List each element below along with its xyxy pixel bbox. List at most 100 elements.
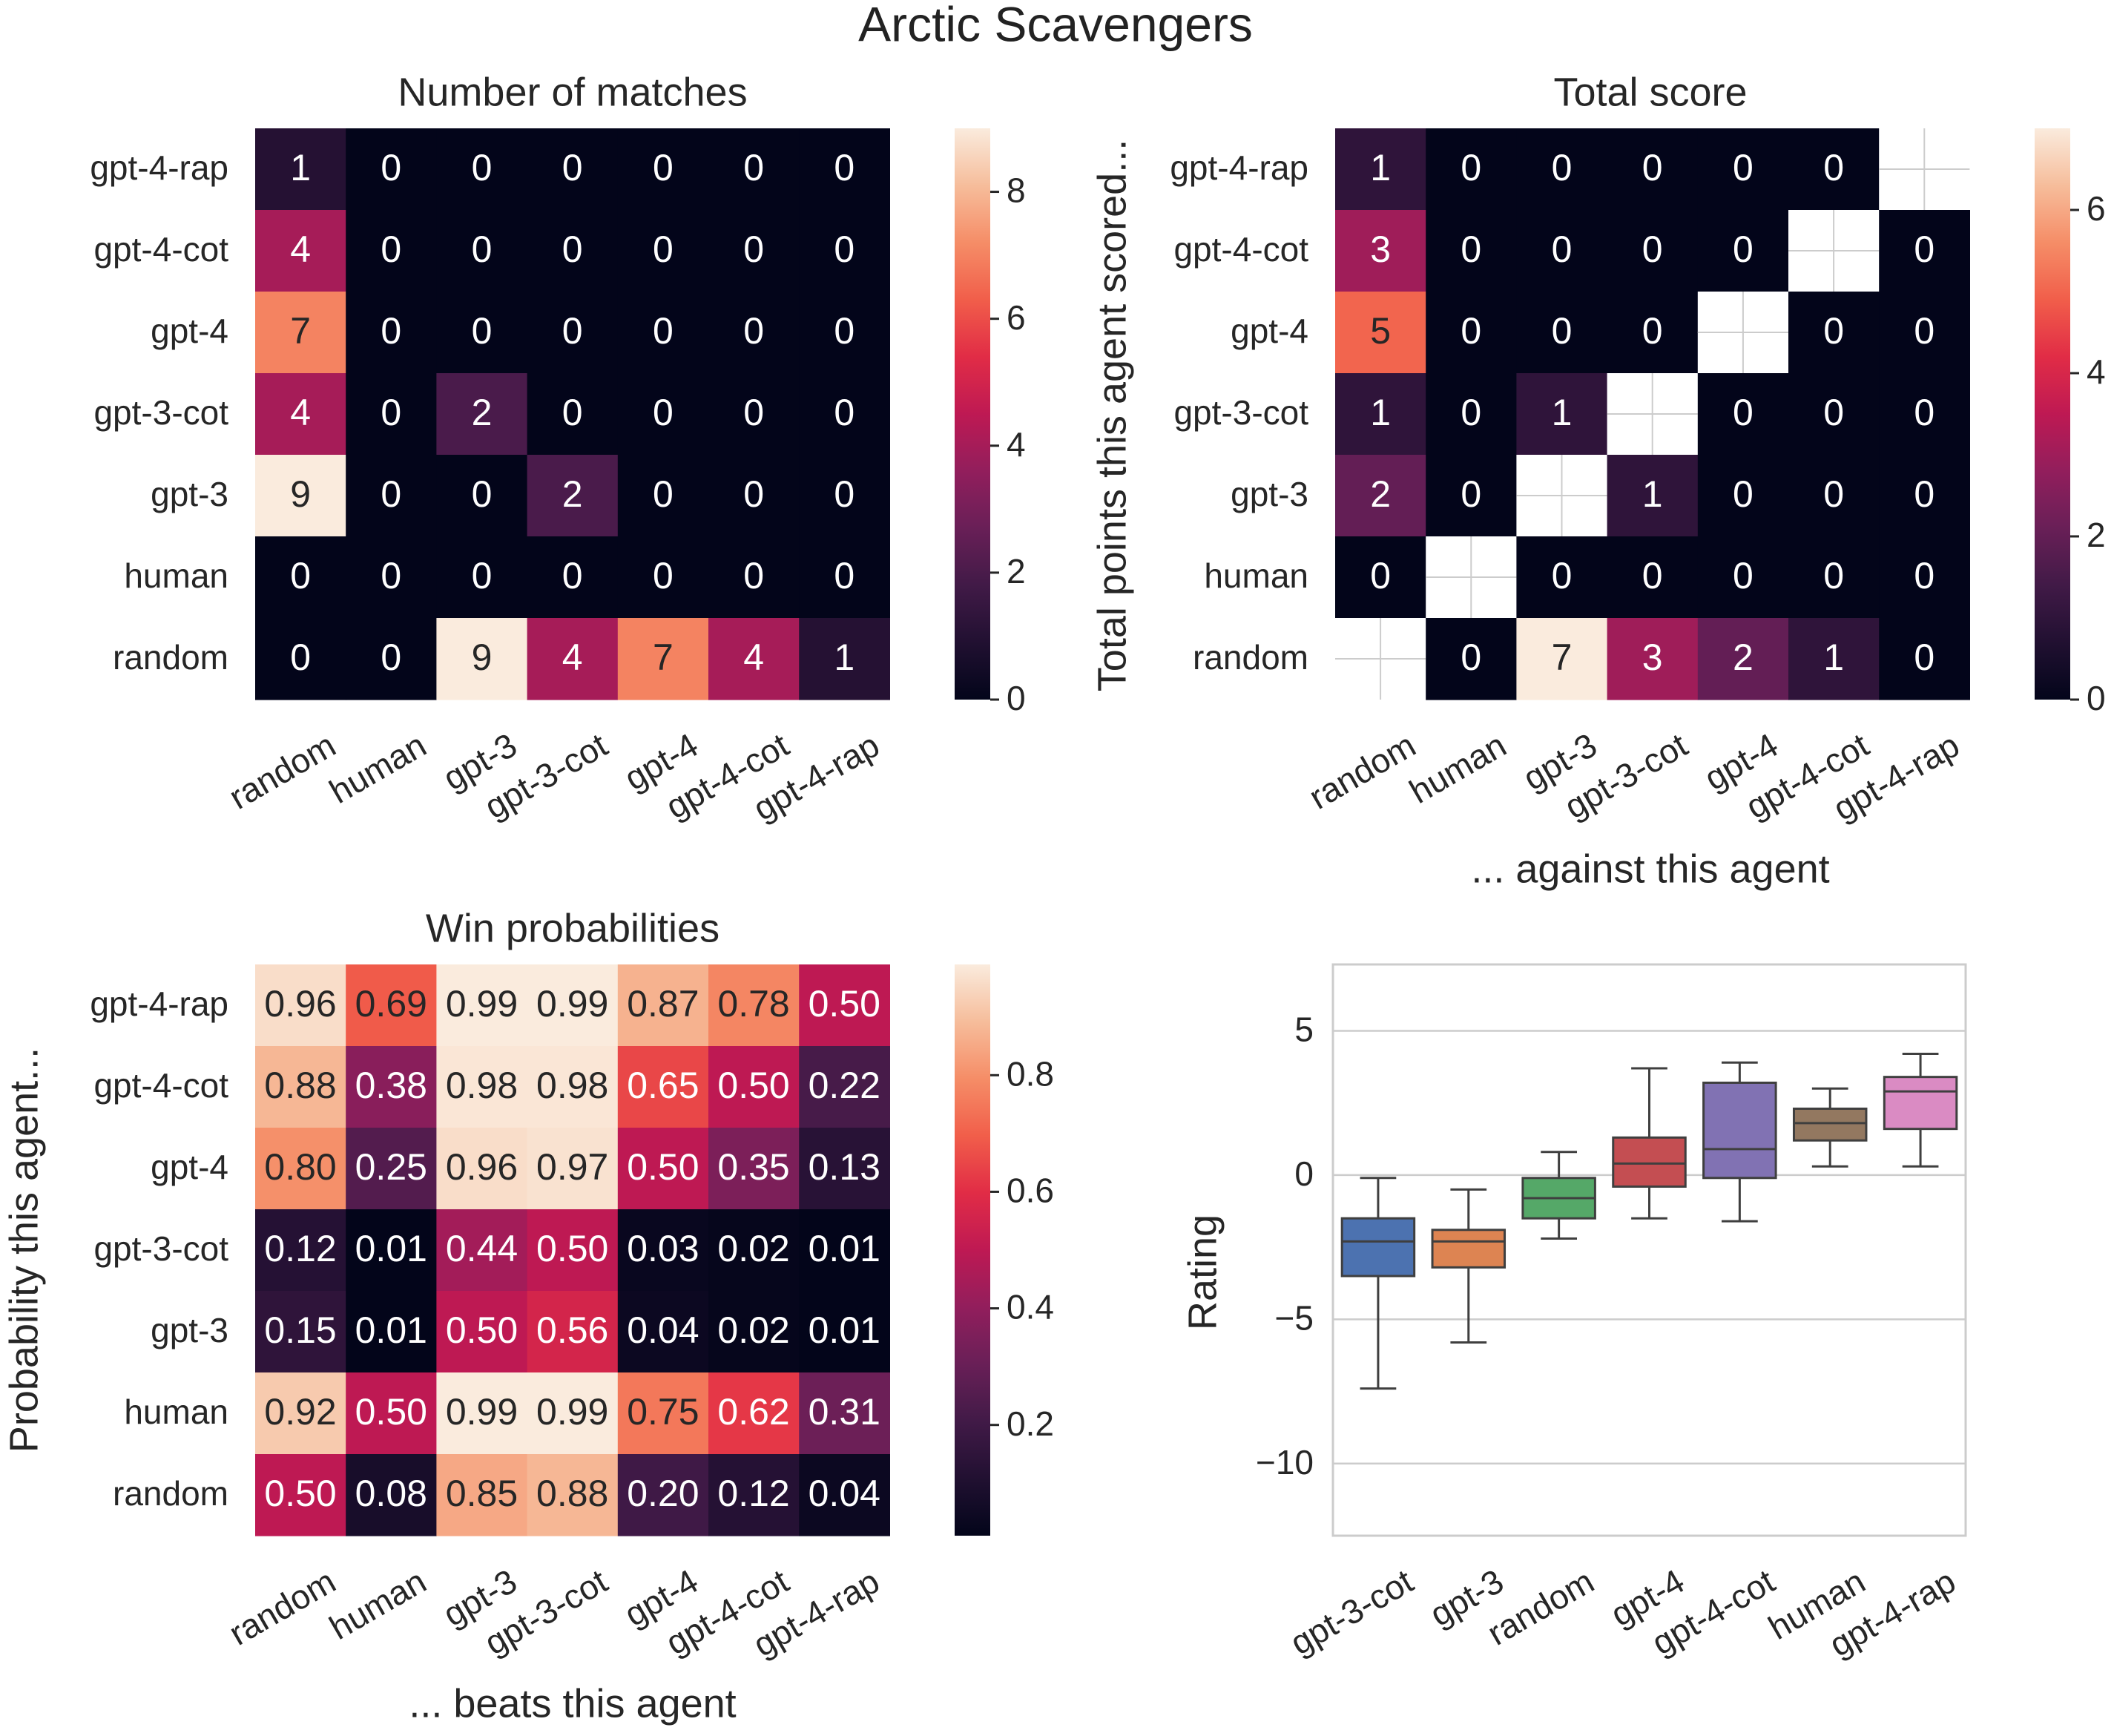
- colorbar-tick-label: 6: [2087, 189, 2106, 228]
- cell-label: 1: [834, 637, 855, 678]
- heatmap-cell: [527, 128, 619, 211]
- y-tick-label: human: [124, 1393, 228, 1431]
- heatmap-cell: [799, 536, 890, 619]
- cell-label: 0.13: [809, 1146, 880, 1188]
- empty-cell: [1697, 292, 1788, 373]
- heatmap-cell: [708, 964, 800, 1047]
- heatmap-cell: [1788, 292, 1880, 374]
- cell-label: 0: [834, 473, 855, 515]
- cell-label: 0: [743, 147, 764, 188]
- box-gpt-3: gpt-3: [1423, 1188, 1510, 1634]
- cell-label: 2: [472, 392, 493, 433]
- cell-label: 0: [472, 310, 493, 352]
- heatmap-cell: [617, 128, 709, 211]
- x-tick-label: human: [1403, 726, 1512, 811]
- y-tick-label: gpt-3: [151, 1311, 228, 1349]
- heatmap-cell: [346, 1128, 437, 1210]
- cell-label: 0: [1823, 147, 1844, 188]
- cell-label: 1: [1552, 392, 1573, 433]
- box-body: [1612, 1136, 1687, 1188]
- heatmap-cell: [346, 1291, 437, 1373]
- y-tick-label: −5: [1275, 1298, 1314, 1337]
- cell-label: 0.31: [809, 1391, 880, 1433]
- heatmap-cell: [708, 373, 800, 456]
- heatmap-cell: [799, 1291, 890, 1373]
- heatmap-cell: [617, 455, 709, 537]
- cell-label: 0.01: [809, 1228, 880, 1269]
- cell-label: 0: [743, 228, 764, 270]
- cell-label: 5: [1370, 310, 1391, 352]
- heatmap-cell: [436, 1128, 528, 1210]
- heatmap-cell: [346, 618, 437, 700]
- cell-label: 0.20: [627, 1473, 699, 1514]
- heatmap-cell: [708, 1046, 800, 1128]
- heatmap-cell: [1879, 373, 1970, 456]
- cell-label: 0: [472, 228, 493, 270]
- heatmap-cell: [708, 1291, 800, 1373]
- cell-label: 0.88: [536, 1473, 608, 1514]
- heatmap-cell: [1335, 373, 1426, 456]
- heatmap-cell: [708, 1209, 800, 1292]
- heatmap-panel-2: 0.96 0.69 0.99 0.99 0.87 0.78 0.50 0.88 0.38 0.98…: [1, 906, 1054, 1726]
- cell-label: 0: [1733, 473, 1754, 515]
- heatmap-cell: [436, 618, 528, 700]
- cell-label: 0: [1823, 310, 1844, 352]
- cell-label: 0: [562, 310, 583, 352]
- heatmap-cell: [1607, 536, 1699, 619]
- colorbar: [2035, 128, 2070, 700]
- heatmap-cell: [436, 373, 528, 456]
- colorbar-tick-label: 2: [1007, 552, 1026, 591]
- box-body: [1702, 1081, 1777, 1180]
- box-gpt-4: gpt-4: [1604, 1067, 1690, 1634]
- cell-label: 0: [834, 310, 855, 352]
- cell-label: 0: [290, 555, 311, 596]
- x-axis-label: ... against this agent: [1471, 846, 1829, 891]
- heatmap-cell: [617, 292, 709, 374]
- heatmap-cell: [1788, 455, 1880, 537]
- plot-frame: [1331, 963, 1967, 1537]
- box-human: human: [1762, 1087, 1871, 1647]
- heatmap-cell: [799, 210, 890, 292]
- heatmap-cell: [1516, 536, 1608, 619]
- colorbar-tick-label: 2: [2087, 516, 2106, 554]
- heatmap-cell: [1426, 210, 1517, 292]
- cell-label: 0.99: [446, 983, 518, 1025]
- heatmap-cell: [799, 1209, 890, 1292]
- empty-cell: [1516, 455, 1607, 536]
- heatmap-cell: [799, 292, 890, 374]
- heatmap-cell: [1607, 618, 1699, 700]
- cell-label: 0: [1461, 473, 1481, 515]
- panel-title: Total score: [1553, 70, 1747, 114]
- heatmap-cell: [708, 1372, 800, 1455]
- heatmap-cell: [255, 1372, 346, 1455]
- heatmap-cell: [617, 536, 709, 619]
- heatmap-cell: [1516, 618, 1608, 700]
- cell-label: 0: [653, 147, 674, 188]
- heatmap-cell: [255, 1454, 346, 1536]
- heatmap-cell: [527, 210, 619, 292]
- heatmap-cell: [1697, 618, 1789, 700]
- y-tick-label: human: [124, 556, 228, 595]
- box-body: [1883, 1076, 1958, 1131]
- cell-label: 0: [381, 555, 401, 596]
- cell-label: 0: [1552, 147, 1573, 188]
- heatmap-cell: [1607, 292, 1699, 374]
- heatmap-cell: [1426, 128, 1517, 211]
- cell-label: 0.50: [536, 1228, 608, 1269]
- box-body: [1792, 1107, 1868, 1142]
- heatmap-cell: [255, 210, 346, 292]
- y-axis-label: Probability this agent...: [1, 1048, 46, 1453]
- heatmap-cell: [1607, 455, 1699, 537]
- cell-label: 0.88: [264, 1065, 336, 1106]
- box-gpt-3-cot: gpt-3-cot: [1284, 1177, 1420, 1663]
- heatmap-cell: [346, 536, 437, 619]
- cell-label: 0: [1823, 392, 1844, 433]
- cell-label: 0: [743, 392, 764, 433]
- colorbar-tick-label: 4: [1007, 425, 1026, 464]
- cell-label: 0.25: [355, 1146, 427, 1188]
- empty-cell: [1607, 373, 1698, 455]
- heatmap-cell: [617, 618, 709, 700]
- heatmap-cell: [527, 618, 619, 700]
- cell-label: 1: [290, 147, 311, 188]
